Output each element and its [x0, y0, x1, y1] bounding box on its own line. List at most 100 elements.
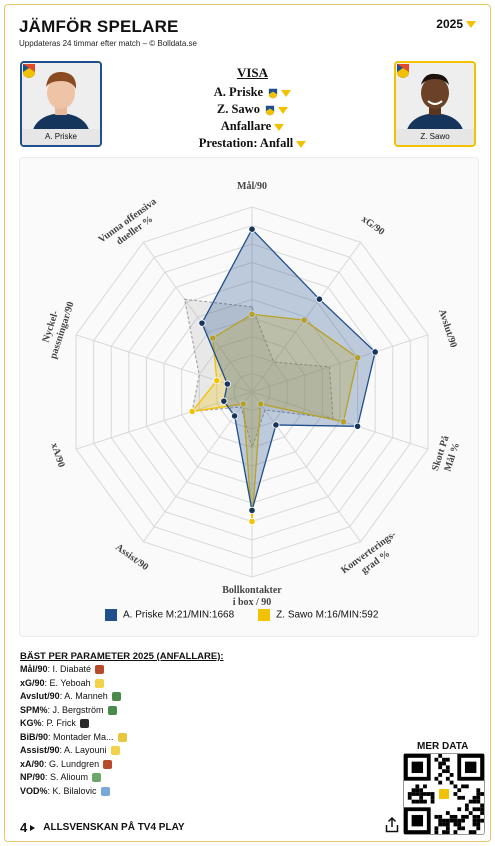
qr-module — [461, 795, 465, 800]
qr-module — [442, 830, 446, 834]
data-point — [209, 334, 217, 342]
best-row: VOD%: K. Bilalovic — [20, 785, 127, 799]
qr-module — [411, 788, 416, 793]
qr-module — [445, 830, 450, 834]
qr-module — [453, 830, 458, 834]
axis-label: Skott PåMål % — [430, 434, 463, 476]
qr-module — [438, 773, 443, 777]
qr-module — [411, 814, 424, 827]
player1-select[interactable]: A. Priske — [125, 84, 380, 101]
qr-module — [472, 795, 477, 800]
qr-module — [415, 799, 420, 804]
qr-code-image — [404, 754, 484, 834]
qr-module — [434, 826, 439, 831]
qr-module — [464, 807, 469, 812]
best-player: P. Frick — [46, 718, 76, 728]
axis-label: xG/90 — [359, 214, 386, 238]
qr-module — [480, 807, 484, 812]
qr-module — [476, 795, 481, 800]
player-photo — [396, 63, 474, 133]
best-param: NP/90 — [20, 772, 46, 782]
position-select[interactable]: Anfallare — [125, 118, 380, 135]
best-player: A. Layouni — [64, 745, 107, 755]
qr-module — [415, 792, 420, 796]
series-area — [183, 298, 334, 450]
grid-spoke — [251, 334, 429, 393]
club-badge-icon — [110, 746, 120, 756]
legend-swatch — [258, 609, 271, 621]
club-badge-icon — [265, 105, 275, 115]
data-point — [315, 295, 324, 303]
best-param: Mål/90 — [20, 664, 48, 674]
year-select[interactable]: 2025 — [436, 17, 476, 31]
qr-module — [415, 784, 420, 789]
play-icon — [30, 824, 36, 831]
qr-module — [423, 784, 427, 789]
club-badge-icon — [79, 719, 89, 729]
data-point — [300, 316, 308, 324]
chevron-down-icon — [274, 123, 285, 131]
best-separator: : — [59, 745, 65, 755]
axis-label: Vunna offensivadueller % — [97, 196, 166, 255]
radar-chart: Mål/90 xG/90 Avslut/90 Skott PåMål % Konvert… — [41, 181, 463, 608]
qr-module — [472, 818, 477, 823]
axis-label: Bollkontakter i box / 90 — [222, 585, 282, 608]
player-card-left[interactable]: A. Priske — [20, 61, 102, 147]
page-subtitle: Uppdateras 24 timmar efter match – © Bol… — [19, 39, 197, 48]
chart-legend: A. Priske M:21/MIN:1668 Z. Sawo M:16/MIN… — [105, 609, 378, 621]
axis-label-line: xG/90 — [359, 214, 386, 238]
player-photo — [22, 63, 100, 133]
visa-filters: VISA A. Priske Z. Sawo Anfallare Prestat… — [125, 65, 380, 152]
qr-module — [430, 795, 435, 800]
player2-select[interactable]: Z. Sawo — [125, 101, 380, 118]
best-param: Assist/90 — [20, 745, 60, 755]
qr-module — [457, 818, 462, 823]
data-point — [353, 354, 362, 362]
grid-spoke — [251, 242, 362, 393]
qr-module — [476, 826, 481, 831]
qr-module — [449, 818, 454, 823]
qr-module — [434, 776, 439, 781]
qr-module — [438, 754, 443, 758]
qr-module — [411, 792, 416, 796]
chevron-down-icon — [296, 140, 307, 148]
best-separator: : — [47, 785, 53, 796]
legend-item-right: Z. Sawo M:16/MIN:592 — [258, 609, 378, 621]
best-player: K. Bilalovic — [52, 785, 97, 796]
best-row: xA/90: G. Lundgren — [20, 758, 127, 772]
best-param: VOD% — [20, 785, 48, 796]
qr-module — [453, 822, 458, 827]
player-card-right[interactable]: Z. Sawo — [394, 61, 476, 147]
data-point — [272, 421, 280, 429]
qr-code[interactable] — [403, 753, 485, 835]
axis-label: xA/90 — [48, 442, 66, 469]
qr-module — [449, 814, 454, 819]
qr-module — [453, 818, 458, 823]
prestation-select[interactable]: Prestation: Anfall — [125, 135, 380, 152]
qr-module — [472, 814, 477, 819]
data-point — [248, 517, 256, 526]
qr-module — [430, 792, 435, 796]
best-row: Mål/90: I. Diabaté — [20, 663, 127, 677]
data-point — [220, 397, 228, 405]
qr-module — [449, 773, 454, 777]
qr-module — [445, 769, 450, 774]
footer[interactable]: 4 ALLSVENSKAN PÅ TV4 PLAY — [20, 820, 185, 835]
qr-module — [438, 780, 443, 785]
share-icon[interactable] — [385, 817, 399, 833]
best-row: BiB/90: Montader Ma... — [20, 731, 127, 745]
qr-module — [445, 818, 450, 823]
qr-module — [445, 765, 450, 770]
qr-module — [472, 830, 477, 834]
qr-module — [476, 792, 481, 796]
qr-module — [457, 807, 462, 812]
club-badge-icon — [117, 732, 127, 742]
club-badge-icon — [95, 665, 105, 675]
qr-module — [442, 757, 446, 762]
mer-data-label: MER DATA — [417, 741, 469, 752]
qr-module — [442, 761, 446, 766]
qr-module — [438, 818, 443, 823]
qr-module — [464, 814, 469, 819]
data-point — [239, 400, 247, 408]
best-param: SPM% — [20, 704, 48, 715]
